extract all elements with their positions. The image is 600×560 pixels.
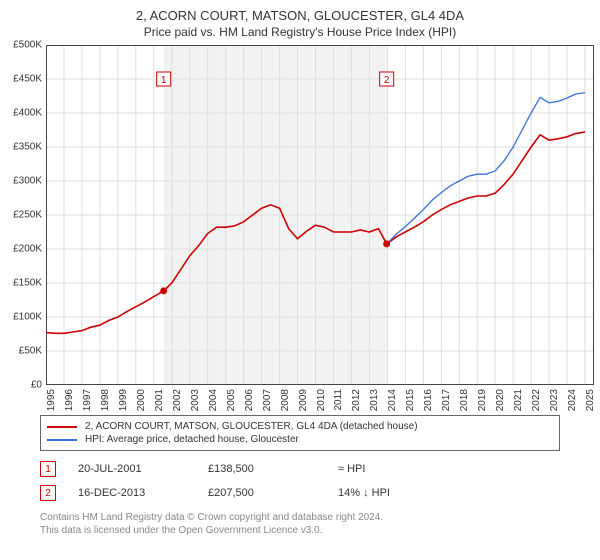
y-axis-tick-label: £0 [0,380,42,391]
y-axis-tick-label: £200K [0,244,42,255]
footer-line1: Contains HM Land Registry data © Crown c… [40,511,560,524]
legend-swatch [47,439,77,441]
sale-row: 1 20-JUL-2001£138,500≈ HPI [40,457,560,481]
y-axis-tick-label: £500K [0,40,42,51]
sale-date: 20-JUL-2001 [78,463,208,475]
legend: 2, ACORN COURT, MATSON, GLOUCESTER, GL4 … [40,415,560,451]
svg-text:2: 2 [384,75,390,86]
y-axis-tick-label: £250K [0,210,42,221]
legend-label: HPI: Average price, detached house, Glou… [85,434,299,445]
chart-title: 2, ACORN COURT, MATSON, GLOUCESTER, GL4 … [0,0,600,23]
chart-area: 12£0£50K£100K£150K£200K£250K£300K£350K£4… [46,45,594,405]
svg-text:1: 1 [161,75,167,86]
y-axis-tick-label: £350K [0,142,42,153]
legend-label: 2, ACORN COURT, MATSON, GLOUCESTER, GL4 … [85,421,418,432]
sales-table: 1 20-JUL-2001£138,500≈ HPI 2 16-DEC-2013£20… [40,457,560,505]
sale-hpi: ≈ HPI [338,463,438,475]
y-axis-tick-label: £450K [0,74,42,85]
y-axis-tick-label: £400K [0,108,42,119]
footer: Contains HM Land Registry data © Crown c… [40,511,560,537]
legend-item: HPI: Average price, detached house, Glou… [47,433,553,446]
chart-container: 2, ACORN COURT, MATSON, GLOUCESTER, GL4 … [0,0,600,560]
sale-date: 16-DEC-2013 [78,487,208,499]
sale-hpi: 14% ↓ HPI [338,487,438,499]
sale-row: 2 16-DEC-2013£207,50014% ↓ HPI [40,481,560,505]
y-axis-tick-label: £300K [0,176,42,187]
sale-price: £207,500 [208,487,338,499]
sale-marker: 1 [40,461,56,477]
y-axis-tick-label: £50K [0,346,42,357]
sale-price: £138,500 [208,463,338,475]
y-axis-tick-label: £100K [0,312,42,323]
footer-line2: This data is licensed under the Open Gov… [40,524,560,537]
chart-subtitle: Price paid vs. HM Land Registry's House … [0,23,600,45]
y-axis-tick-label: £150K [0,278,42,289]
sale-marker: 2 [40,485,56,501]
chart-plot: 12£0£50K£100K£150K£200K£250K£300K£350K£4… [46,45,594,385]
legend-item: 2, ACORN COURT, MATSON, GLOUCESTER, GL4 … [47,420,553,433]
legend-swatch [47,426,77,428]
